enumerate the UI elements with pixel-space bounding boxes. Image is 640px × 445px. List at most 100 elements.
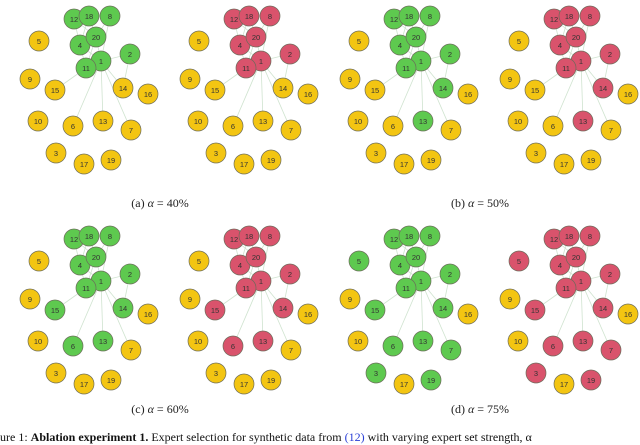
node-label: 10 — [514, 337, 522, 346]
node-label: 10 — [354, 337, 362, 346]
node-circle — [382, 115, 404, 137]
graph-node-5: 5 — [348, 250, 370, 272]
node-label: 15 — [51, 86, 59, 95]
node-label: 6 — [231, 122, 235, 131]
node-label: 10 — [194, 337, 202, 346]
subfigure-label: (a) — [131, 196, 145, 210]
node-label: 18 — [85, 12, 93, 21]
graph-node-14: 14 — [432, 297, 454, 319]
graph-node-7: 7 — [280, 119, 302, 141]
node-label: 18 — [245, 232, 253, 241]
node-circle — [260, 369, 282, 391]
node-label: 6 — [231, 342, 235, 351]
graph-node-2: 2 — [439, 263, 461, 285]
node-label: 15 — [211, 86, 219, 95]
graph-node-5: 5 — [348, 30, 370, 52]
node-label: 20 — [572, 253, 580, 262]
graph-node-3: 3 — [205, 362, 227, 384]
node-label: 4 — [558, 41, 562, 50]
node-label: 1 — [579, 57, 583, 66]
node-circle — [555, 57, 577, 79]
alpha-value: 60% — [166, 402, 189, 416]
node-label: 7 — [289, 126, 293, 135]
node-circle — [204, 299, 226, 321]
graph-node-6: 6 — [542, 115, 564, 137]
node-label: 1 — [419, 57, 423, 66]
expert-set-graph: 1 2 3 4 5 6 7 8 9 10 11 12 13 14 15 16 17 18 19 20 — [0, 0, 160, 180]
graph-node-16: 16 — [297, 303, 319, 325]
node-label: 20 — [92, 253, 100, 262]
graph-node-16: 16 — [457, 83, 479, 105]
node-circle — [524, 299, 546, 321]
graph-node-19: 19 — [580, 369, 602, 391]
graph-node-7: 7 — [440, 119, 462, 141]
graph-node-15: 15 — [364, 79, 386, 101]
node-label: 15 — [531, 306, 539, 315]
node-label: 4 — [238, 261, 242, 270]
subfigure-label: (b) — [450, 196, 465, 210]
alpha-value: 40% — [166, 196, 189, 210]
node-label: 12 — [230, 235, 238, 244]
node-label: 14 — [439, 304, 447, 313]
node-label: 16 — [624, 310, 632, 319]
node-circle — [137, 83, 159, 105]
graph-node-14: 14 — [592, 297, 614, 319]
graph-edge — [232, 280, 262, 347]
node-label: 2 — [608, 270, 612, 279]
node-circle — [75, 57, 97, 79]
node-circle — [599, 43, 621, 65]
node-circle — [579, 5, 601, 27]
node-label: 20 — [572, 33, 580, 42]
node-circle — [525, 142, 547, 164]
graph-node-2: 2 — [279, 43, 301, 65]
node-circle — [233, 373, 255, 395]
node-label: 10 — [514, 117, 522, 126]
node-circle — [235, 57, 257, 79]
graph-node-8: 8 — [579, 225, 601, 247]
node-label: 13 — [579, 117, 587, 126]
node-label: 6 — [71, 342, 75, 351]
node-circle — [297, 83, 319, 105]
node-label: 7 — [289, 346, 293, 355]
node-circle — [252, 110, 274, 132]
node-label: 12 — [550, 235, 558, 244]
citation-link[interactable]: (12) — [344, 430, 365, 444]
graph-node-13: 13 — [92, 330, 114, 352]
node-circle — [579, 225, 601, 247]
node-label: 5 — [517, 37, 521, 46]
node-label: 2 — [288, 50, 292, 59]
node-circle — [398, 225, 420, 247]
node-label: 19 — [427, 156, 435, 165]
node-label: 16 — [464, 310, 472, 319]
node-label: 15 — [531, 86, 539, 95]
node-label: 12 — [550, 15, 558, 24]
graph-node-20: 20 — [405, 26, 427, 48]
node-circle — [398, 5, 420, 27]
node-circle — [280, 119, 302, 141]
node-label: 16 — [624, 90, 632, 99]
node-label: 13 — [419, 117, 427, 126]
node-circle — [364, 79, 386, 101]
node-label: 5 — [37, 257, 41, 266]
graph-node-6: 6 — [62, 115, 84, 137]
node-label: 1 — [259, 57, 263, 66]
node-circle — [592, 77, 614, 99]
graph-node-8: 8 — [419, 225, 441, 247]
node-circle — [580, 369, 602, 391]
alpha-symbol: α — [147, 196, 154, 210]
node-label: 18 — [405, 12, 413, 21]
node-label: 11 — [402, 284, 410, 293]
node-label: 7 — [609, 346, 613, 355]
node-label: 9 — [188, 75, 192, 84]
node-circle — [28, 250, 50, 272]
node-label: 3 — [54, 369, 58, 378]
graph-node-19: 19 — [420, 369, 442, 391]
graph-node-5: 5 — [508, 30, 530, 52]
node-circle — [233, 153, 255, 175]
graph-node-7: 7 — [280, 339, 302, 361]
graph-node-2: 2 — [439, 43, 461, 65]
node-label: 17 — [80, 160, 88, 169]
graph-node-3: 3 — [365, 362, 387, 384]
node-circle — [499, 68, 521, 90]
